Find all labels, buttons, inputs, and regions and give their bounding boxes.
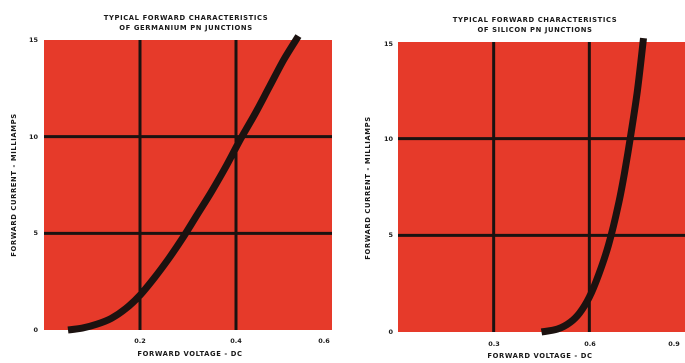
germanium-y-tick-label: 15 (29, 36, 39, 44)
silicon-forward-curve (540, 37, 647, 336)
germanium-x-tick-label: 0.6 (318, 337, 330, 345)
silicon-y-tick-label: 15 (384, 40, 394, 48)
silicon-gridlines (398, 42, 685, 332)
silicon-x-axis-title: FORWARD VOLTAGE - DC (487, 352, 592, 360)
germanium-forward-curve (67, 34, 302, 334)
silicon-x-tick-label: 0.6 (584, 340, 596, 348)
germanium-chart-title: TYPICAL FORWARD CHARACTERISTICS (104, 14, 269, 22)
germanium-x-tick-label: 0.2 (134, 337, 146, 345)
germanium-y-axis-title: FORWARD CURRENT - MILLIAMPS (10, 113, 18, 256)
germanium-y-tick-label: 0 (33, 326, 38, 334)
germanium-x-axis-title: FORWARD VOLTAGE - DC (137, 350, 242, 358)
germanium-plot-area (44, 40, 332, 330)
germanium-x-tick-label: 0.4 (230, 337, 242, 345)
silicon-plot-area (398, 42, 685, 332)
silicon-x-tick-label: 0.9 (668, 340, 680, 348)
silicon-y-tick-label: 0 (388, 328, 393, 336)
germanium-chart: TYPICAL FORWARD CHARACTERISTICS OF GERMA… (10, 14, 332, 358)
silicon-chart: TYPICAL FORWARD CHARACTERISTICS OF SILIC… (364, 16, 685, 360)
germanium-chart-subtitle: OF GERMANIUM PN JUNCTIONS (119, 24, 252, 32)
silicon-chart-title: TYPICAL FORWARD CHARACTERISTICS (453, 16, 618, 24)
silicon-y-tick-label: 10 (384, 135, 394, 143)
germanium-y-tick-label: 10 (29, 133, 39, 141)
silicon-y-axis-title: FORWARD CURRENT - MILLIAMPS (364, 116, 372, 259)
silicon-y-tick-label: 5 (388, 231, 393, 239)
silicon-chart-subtitle: OF SILICON PN JUNCTIONS (478, 26, 593, 34)
germanium-y-tick-label: 5 (33, 229, 38, 237)
silicon-x-tick-label: 0.3 (488, 340, 500, 348)
